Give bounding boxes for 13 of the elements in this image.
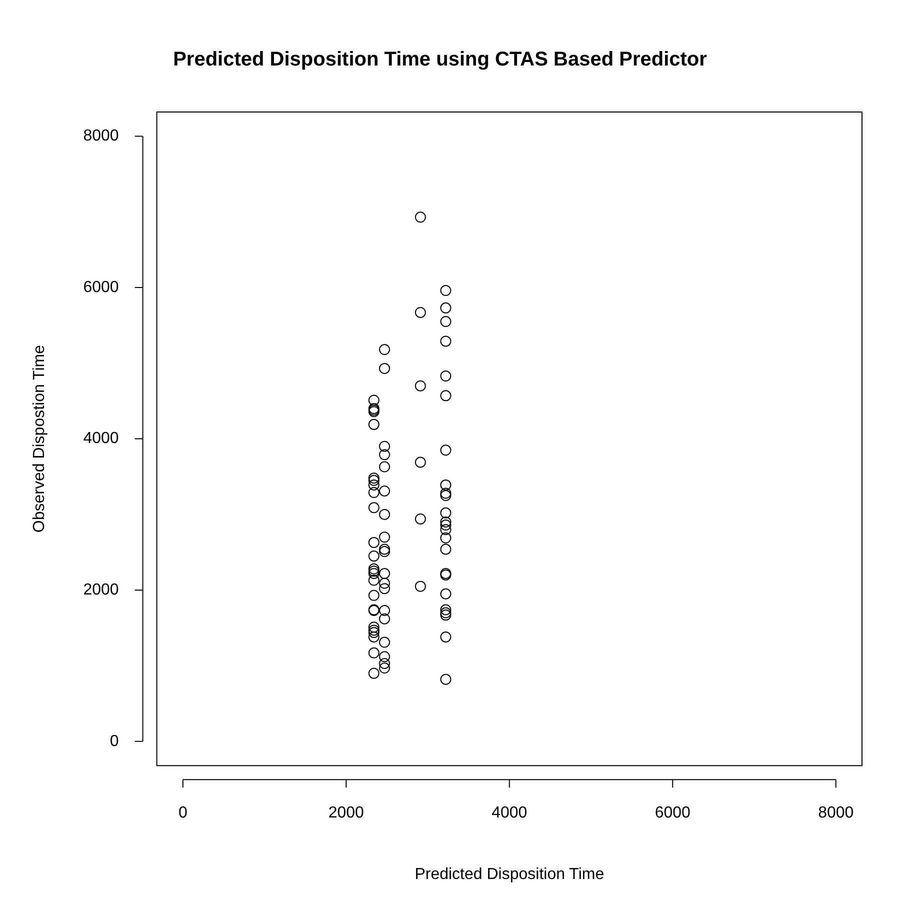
y-tick-label: 6000 xyxy=(83,278,119,296)
y-tick-label: 0 xyxy=(110,732,119,750)
x-tick-label: 2000 xyxy=(328,804,364,822)
x-axis-title: Predicted Disposition Time xyxy=(414,866,604,883)
y-tick-label: 4000 xyxy=(83,430,119,448)
x-tick-label: 6000 xyxy=(654,804,691,822)
x-tick-label: 4000 xyxy=(492,804,528,822)
x-tick-label: 8000 xyxy=(818,804,854,822)
x-tick-label: 0 xyxy=(178,804,188,822)
chart-title: Predicted Disposition Time using CTAS Based Predictor xyxy=(173,48,708,71)
y-tick-label: 8000 xyxy=(83,128,119,145)
y-tick-label: 2000 xyxy=(83,582,119,599)
y-axis-title: Observed Dispostion Time xyxy=(31,344,48,533)
